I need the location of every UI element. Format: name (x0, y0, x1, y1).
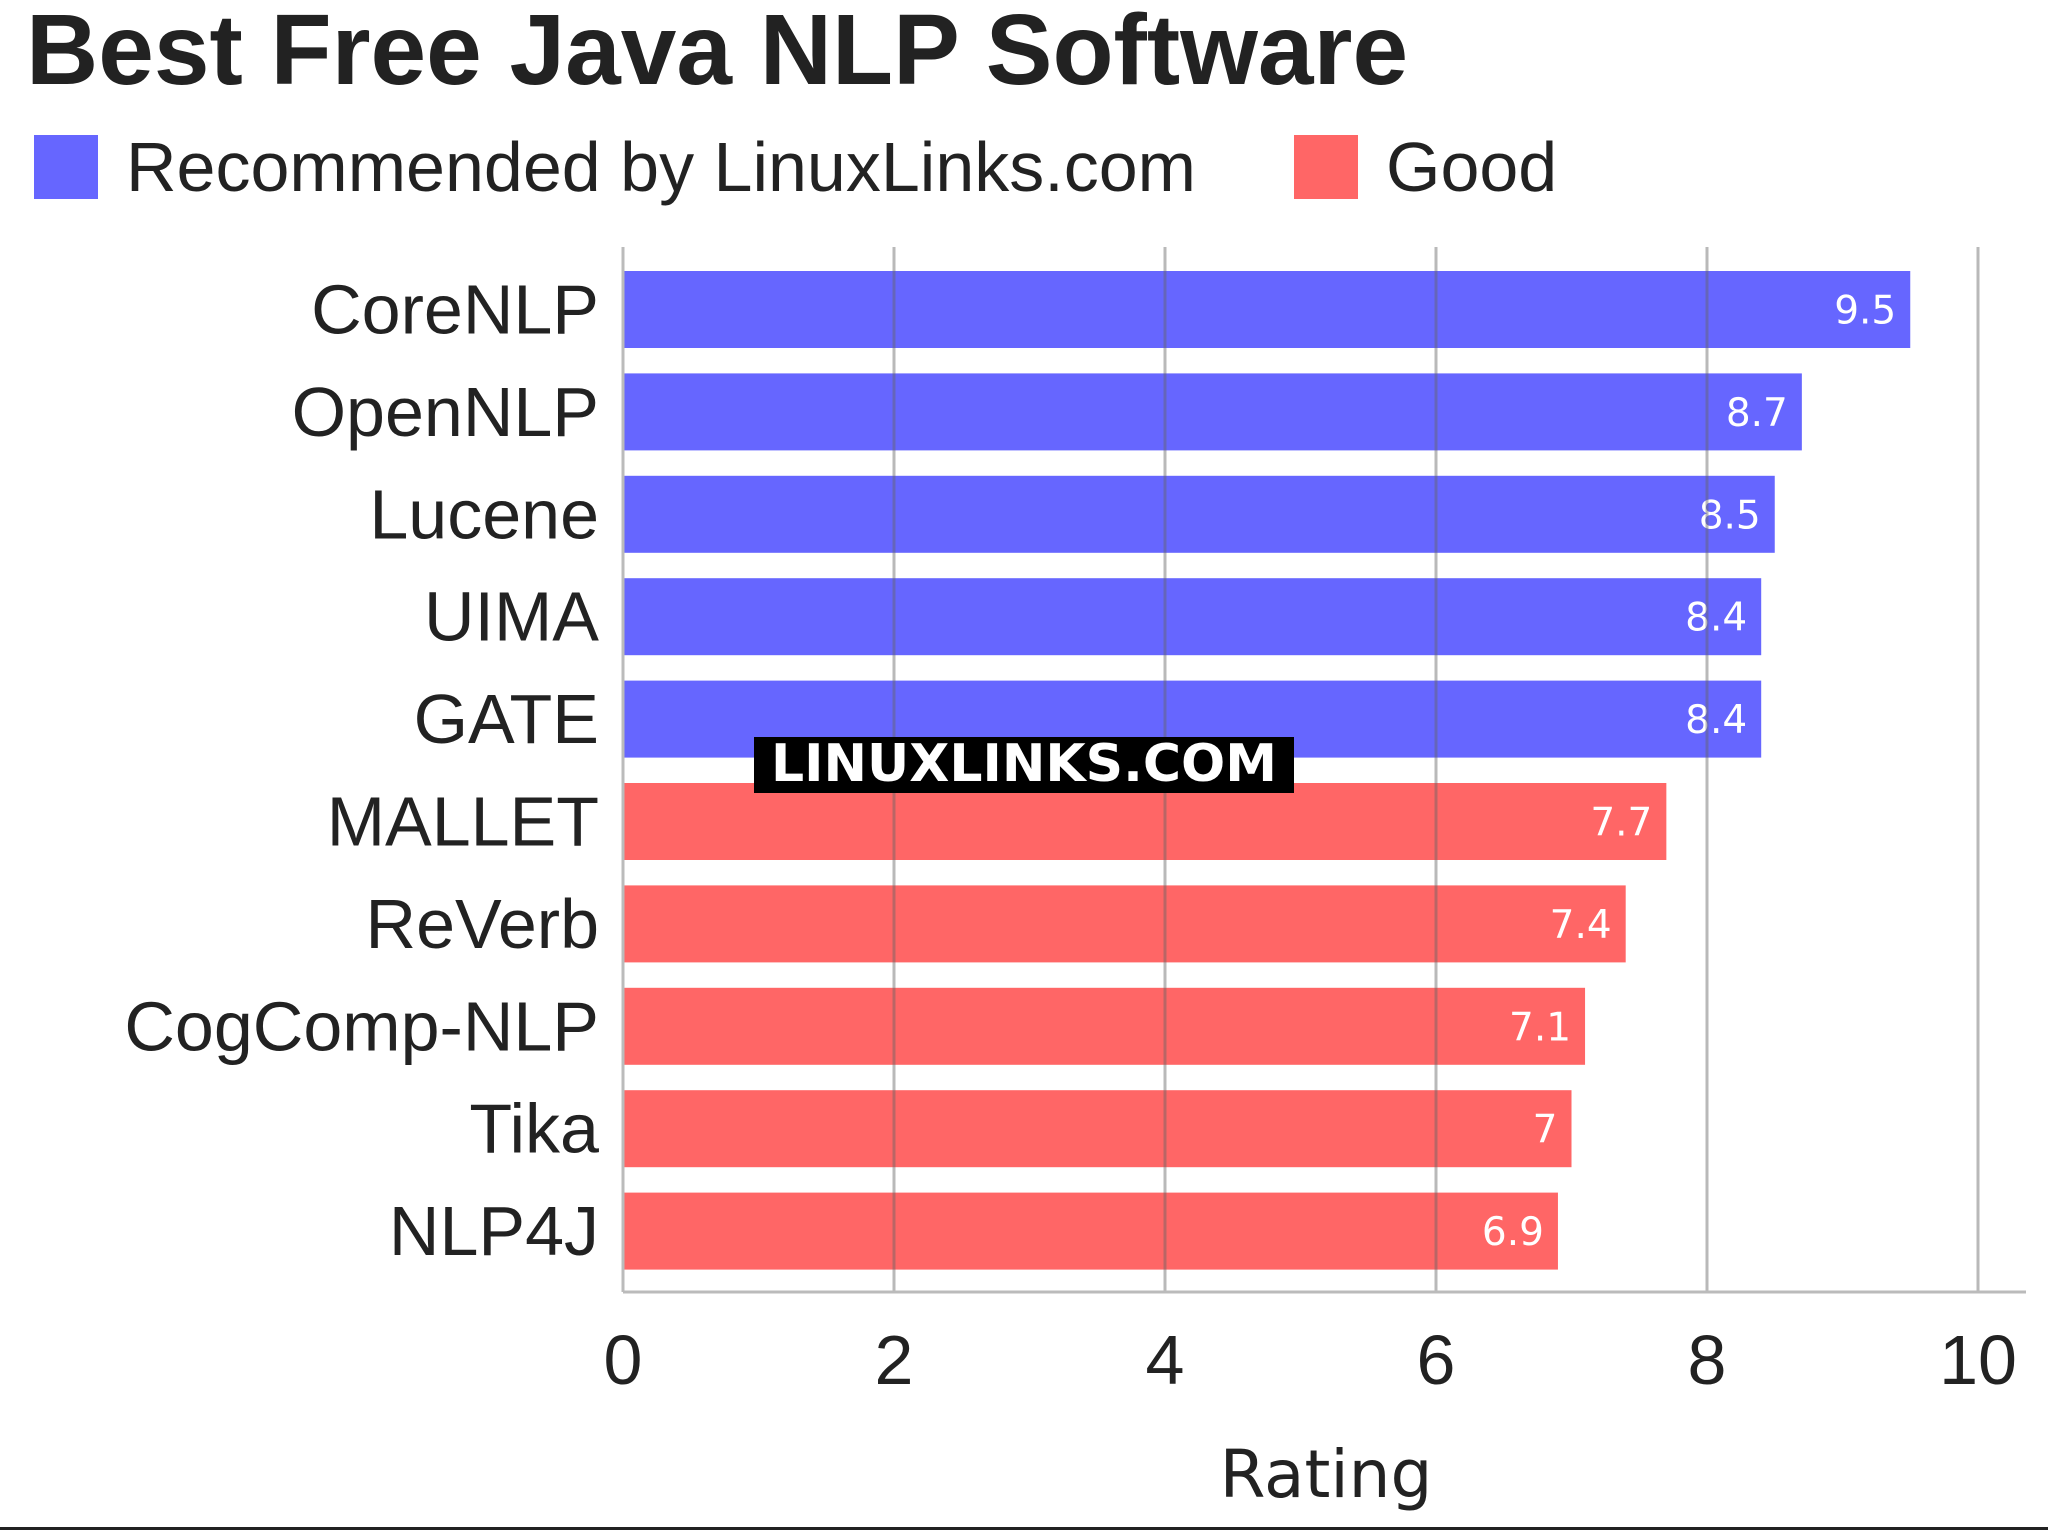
legend-swatch-recommended (34, 135, 98, 199)
legend-swatch-good (1294, 135, 1358, 199)
bottom-rule (0, 1527, 2048, 1530)
bar-6 (623, 885, 1626, 963)
value-label-0: 9.5 (1834, 289, 1896, 334)
category-label-1: OpenNLP (292, 373, 599, 451)
x-tick-label-4: 8 (1688, 1321, 1727, 1399)
x-tick-label-5: 10 (1939, 1321, 2017, 1399)
value-label-8: 7 (1533, 1108, 1558, 1153)
category-label-3: UIMA (424, 578, 599, 656)
watermark-box (754, 737, 1294, 793)
category-label-9: NLP4J (389, 1192, 599, 1270)
bar-0 (623, 271, 1911, 348)
bar-7 (623, 987, 1586, 1065)
x-tick-label-2: 4 (1146, 1321, 1185, 1399)
value-label-3: 8.4 (1685, 596, 1747, 641)
category-label-7: CogComp-NLP (124, 987, 599, 1065)
value-label-7: 7.1 (1509, 1005, 1571, 1050)
category-label-4: GATE (414, 680, 599, 758)
category-label-0: CoreNLP (311, 271, 599, 349)
legend-item-recommended: Recommended by LinuxLinks.com (34, 128, 1196, 206)
bar-8 (623, 1090, 1572, 1168)
category-label-8: Tika (469, 1090, 599, 1168)
category-label-2: Lucene (369, 475, 599, 553)
legend-item-good: Good (1294, 128, 1558, 206)
x-tick-label-1: 2 (875, 1321, 914, 1399)
x-tick-label-0: 0 (604, 1321, 643, 1399)
value-label-9: 6.9 (1482, 1210, 1544, 1255)
watermark-text: LINUXLINKS.COM (771, 734, 1277, 794)
bar-2 (623, 475, 1775, 553)
bar-5 (623, 783, 1667, 860)
category-label-5: MALLET (327, 783, 599, 861)
category-label-6: ReVerb (366, 885, 599, 963)
bar-1 (623, 373, 1802, 451)
x-tick-label-3: 6 (1417, 1321, 1456, 1399)
x-axis-title: Rating (1220, 1436, 1433, 1513)
value-label-4: 8.4 (1685, 698, 1747, 743)
value-label-1: 8.7 (1726, 391, 1788, 436)
chart-title: Best Free Java NLP Software (26, 0, 1409, 106)
bar-3 (623, 578, 1762, 656)
value-label-6: 7.4 (1550, 903, 1612, 948)
bar-9 (623, 1192, 1558, 1270)
legend-label-good: Good (1386, 128, 1558, 206)
value-label-5: 7.7 (1590, 801, 1652, 846)
value-label-2: 8.5 (1699, 493, 1761, 538)
legend-label-recommended: Recommended by LinuxLinks.com (126, 128, 1196, 206)
